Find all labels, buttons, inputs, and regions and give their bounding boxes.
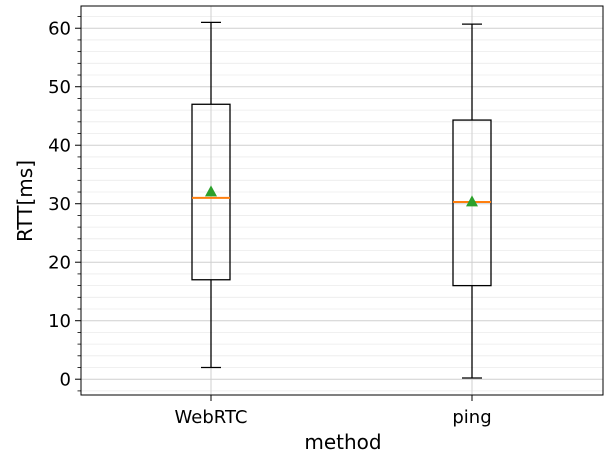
box-webrtc <box>191 21 231 369</box>
x-tick-label: WebRTC <box>175 407 248 428</box>
box-plot-series <box>191 21 492 379</box>
x-tick-label: ping <box>452 407 491 428</box>
y-tick-label: 30 <box>48 194 71 215</box>
y-axis-label: RTT[ms] <box>13 160 37 242</box>
y-tick-label: 0 <box>60 370 71 391</box>
y-tick-label: 10 <box>48 311 71 332</box>
y-tick-label: 50 <box>48 77 71 98</box>
y-tick-label: 20 <box>48 253 71 274</box>
mean-marker <box>466 195 478 207</box>
box-ping <box>452 23 492 379</box>
interquartile-box <box>191 103 231 281</box>
axes: 0 10 20 30 40 50 60 WebRTC ping <box>48 5 604 428</box>
x-axis-label: method <box>304 430 381 454</box>
mean-marker <box>205 185 217 197</box>
plot-frame <box>80 5 604 396</box>
grid-lines <box>81 6 603 395</box>
y-tick-label: 40 <box>48 136 71 157</box>
y-tick-label: 60 <box>48 19 71 40</box>
